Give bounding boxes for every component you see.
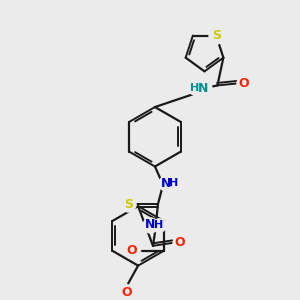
Text: O: O (121, 286, 131, 299)
Text: H: H (169, 178, 178, 188)
Text: O: O (174, 236, 185, 249)
Text: S: S (212, 29, 221, 42)
Text: H: H (190, 83, 199, 93)
Text: O: O (127, 244, 137, 257)
Text: N: N (161, 177, 171, 190)
Text: N: N (198, 82, 209, 95)
Text: O: O (239, 77, 250, 90)
Text: S: S (124, 198, 133, 211)
Text: H: H (154, 220, 164, 230)
Text: N: N (145, 218, 155, 232)
